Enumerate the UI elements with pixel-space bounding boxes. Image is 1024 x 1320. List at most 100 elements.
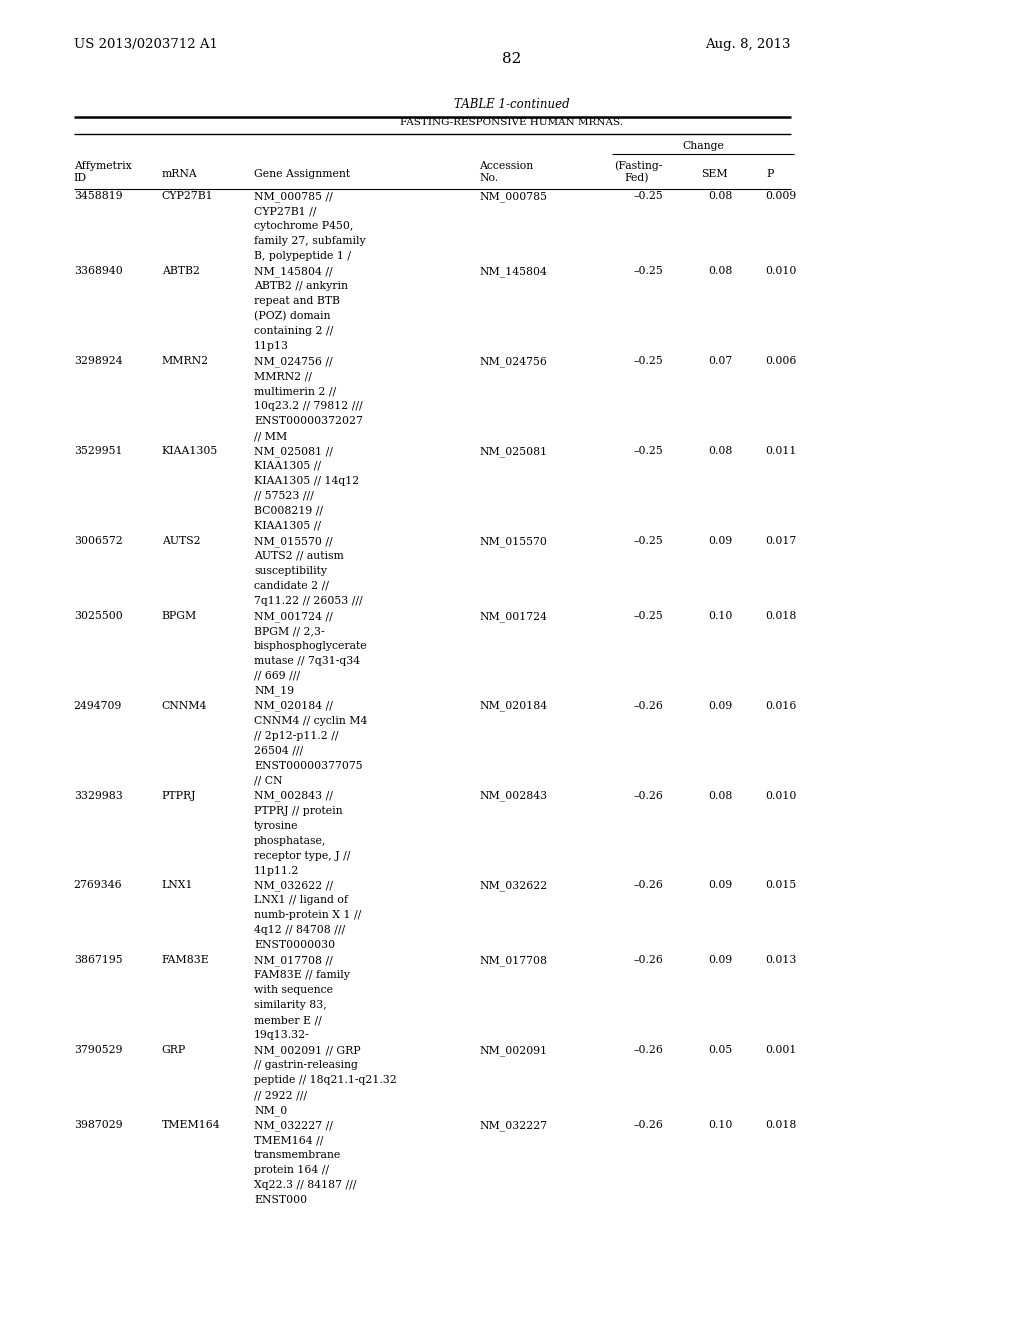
Text: Accession: Accession — [479, 161, 534, 172]
Text: –0.26: –0.26 — [634, 880, 664, 891]
Text: candidate 2 //: candidate 2 // — [254, 581, 329, 591]
Text: KIAA1305: KIAA1305 — [162, 446, 218, 455]
Text: CNNM4: CNNM4 — [162, 701, 207, 710]
Text: SEM: SEM — [701, 169, 728, 180]
Text: ABTB2: ABTB2 — [162, 267, 200, 276]
Text: Change: Change — [682, 141, 724, 152]
Text: 0.10: 0.10 — [708, 1121, 732, 1130]
Text: ENST0000030: ENST0000030 — [254, 940, 335, 950]
Text: NM_002843: NM_002843 — [479, 791, 548, 801]
Text: GRP: GRP — [162, 1045, 186, 1055]
Text: B, polypeptide 1 /: B, polypeptide 1 / — [254, 251, 351, 261]
Text: numb-protein X 1 //: numb-protein X 1 // — [254, 911, 361, 920]
Text: Xq22.3 // 84187 ///: Xq22.3 // 84187 /// — [254, 1180, 356, 1191]
Text: 0.08: 0.08 — [708, 267, 732, 276]
Text: containing 2 //: containing 2 // — [254, 326, 333, 337]
Text: NM_015570: NM_015570 — [479, 536, 547, 546]
Text: peptide // 18q21.1-q21.32: peptide // 18q21.1-q21.32 — [254, 1076, 396, 1085]
Text: FAM83E: FAM83E — [162, 956, 210, 965]
Text: NM_032622: NM_032622 — [479, 880, 548, 891]
Text: 0.08: 0.08 — [708, 446, 732, 455]
Text: 0.018: 0.018 — [765, 611, 797, 620]
Text: BPGM // 2,3-: BPGM // 2,3- — [254, 626, 325, 636]
Text: 0.017: 0.017 — [765, 536, 797, 546]
Text: US 2013/0203712 A1: US 2013/0203712 A1 — [74, 38, 218, 51]
Text: repeat and BTB: repeat and BTB — [254, 296, 340, 306]
Text: –0.26: –0.26 — [634, 1121, 664, 1130]
Text: // 2p12-p11.2 //: // 2p12-p11.2 // — [254, 731, 339, 741]
Text: multimerin 2 //: multimerin 2 // — [254, 385, 336, 396]
Text: 3458819: 3458819 — [74, 191, 122, 202]
Text: 0.013: 0.013 — [765, 956, 797, 965]
Text: –0.26: –0.26 — [634, 956, 664, 965]
Text: –0.25: –0.25 — [634, 446, 664, 455]
Text: 0.09: 0.09 — [708, 956, 732, 965]
Text: –0.26: –0.26 — [634, 791, 664, 801]
Text: 0.011: 0.011 — [765, 446, 797, 455]
Text: NM_032227: NM_032227 — [479, 1121, 548, 1131]
Text: NM_001724: NM_001724 — [479, 611, 547, 622]
Text: ENST00000372027: ENST00000372027 — [254, 416, 362, 426]
Text: with sequence: with sequence — [254, 985, 333, 995]
Text: NM_0: NM_0 — [254, 1105, 287, 1115]
Text: NM_020184 //: NM_020184 // — [254, 701, 333, 711]
Text: LNX1 // ligand of: LNX1 // ligand of — [254, 895, 348, 906]
Text: 0.009: 0.009 — [765, 191, 797, 202]
Text: CNNM4 // cyclin M4: CNNM4 // cyclin M4 — [254, 715, 368, 726]
Text: phosphatase,: phosphatase, — [254, 836, 327, 846]
Text: 3790529: 3790529 — [74, 1045, 122, 1055]
Text: 3987029: 3987029 — [74, 1121, 122, 1130]
Text: –0.25: –0.25 — [634, 536, 664, 546]
Text: LNX1: LNX1 — [162, 880, 194, 891]
Text: 2494709: 2494709 — [74, 701, 122, 710]
Text: TMEM164 //: TMEM164 // — [254, 1135, 324, 1146]
Text: NM_025081: NM_025081 — [479, 446, 548, 457]
Text: bisphosphoglycerate: bisphosphoglycerate — [254, 640, 368, 651]
Text: Gene Assignment: Gene Assignment — [254, 169, 350, 180]
Text: cytochrome P450,: cytochrome P450, — [254, 222, 353, 231]
Text: KIAA1305 // 14q12: KIAA1305 // 14q12 — [254, 477, 359, 486]
Text: 0.010: 0.010 — [765, 791, 797, 801]
Text: NM_032227 //: NM_032227 // — [254, 1121, 333, 1131]
Text: Fed): Fed) — [625, 173, 649, 183]
Text: 0.08: 0.08 — [708, 791, 732, 801]
Text: transmembrane: transmembrane — [254, 1150, 341, 1160]
Text: (Fasting-: (Fasting- — [614, 161, 663, 172]
Text: –0.25: –0.25 — [634, 191, 664, 202]
Text: NM_000785: NM_000785 — [479, 191, 547, 202]
Text: ENST00000377075: ENST00000377075 — [254, 760, 362, 771]
Text: 3867195: 3867195 — [74, 956, 122, 965]
Text: –0.25: –0.25 — [634, 611, 664, 620]
Text: NM_145804 //: NM_145804 // — [254, 267, 333, 277]
Text: MMRN2: MMRN2 — [162, 356, 209, 366]
Text: –0.25: –0.25 — [634, 267, 664, 276]
Text: NM_020184: NM_020184 — [479, 701, 548, 711]
Text: NM_002843 //: NM_002843 // — [254, 791, 333, 801]
Text: 0.015: 0.015 — [765, 880, 797, 891]
Text: 7q11.22 // 26053 ///: 7q11.22 // 26053 /// — [254, 595, 362, 606]
Text: mutase // 7q31-q34: mutase // 7q31-q34 — [254, 656, 360, 665]
Text: CYP27B1: CYP27B1 — [162, 191, 213, 202]
Text: 0.08: 0.08 — [708, 191, 732, 202]
Text: NM_017708 //: NM_017708 // — [254, 956, 333, 966]
Text: –0.25: –0.25 — [634, 356, 664, 366]
Text: Aug. 8, 2013: Aug. 8, 2013 — [706, 38, 791, 51]
Text: PTPRJ // protein: PTPRJ // protein — [254, 805, 343, 816]
Text: AUTS2: AUTS2 — [162, 536, 201, 546]
Text: // 669 ///: // 669 /// — [254, 671, 300, 681]
Text: NM_025081 //: NM_025081 // — [254, 446, 333, 457]
Text: 0.018: 0.018 — [765, 1121, 797, 1130]
Text: 0.006: 0.006 — [765, 356, 797, 366]
Text: 3529951: 3529951 — [74, 446, 122, 455]
Text: family 27, subfamily: family 27, subfamily — [254, 236, 366, 247]
Text: NM_015570 //: NM_015570 // — [254, 536, 333, 546]
Text: 0.07: 0.07 — [708, 356, 732, 366]
Text: 3329983: 3329983 — [74, 791, 123, 801]
Text: 3025500: 3025500 — [74, 611, 123, 620]
Text: // 2922 ///: // 2922 /// — [254, 1090, 307, 1101]
Text: 0.09: 0.09 — [708, 880, 732, 891]
Text: member E //: member E // — [254, 1015, 322, 1026]
Text: NM_032622 //: NM_032622 // — [254, 880, 333, 891]
Text: NM_19: NM_19 — [254, 685, 294, 697]
Text: AUTS2 // autism: AUTS2 // autism — [254, 550, 344, 561]
